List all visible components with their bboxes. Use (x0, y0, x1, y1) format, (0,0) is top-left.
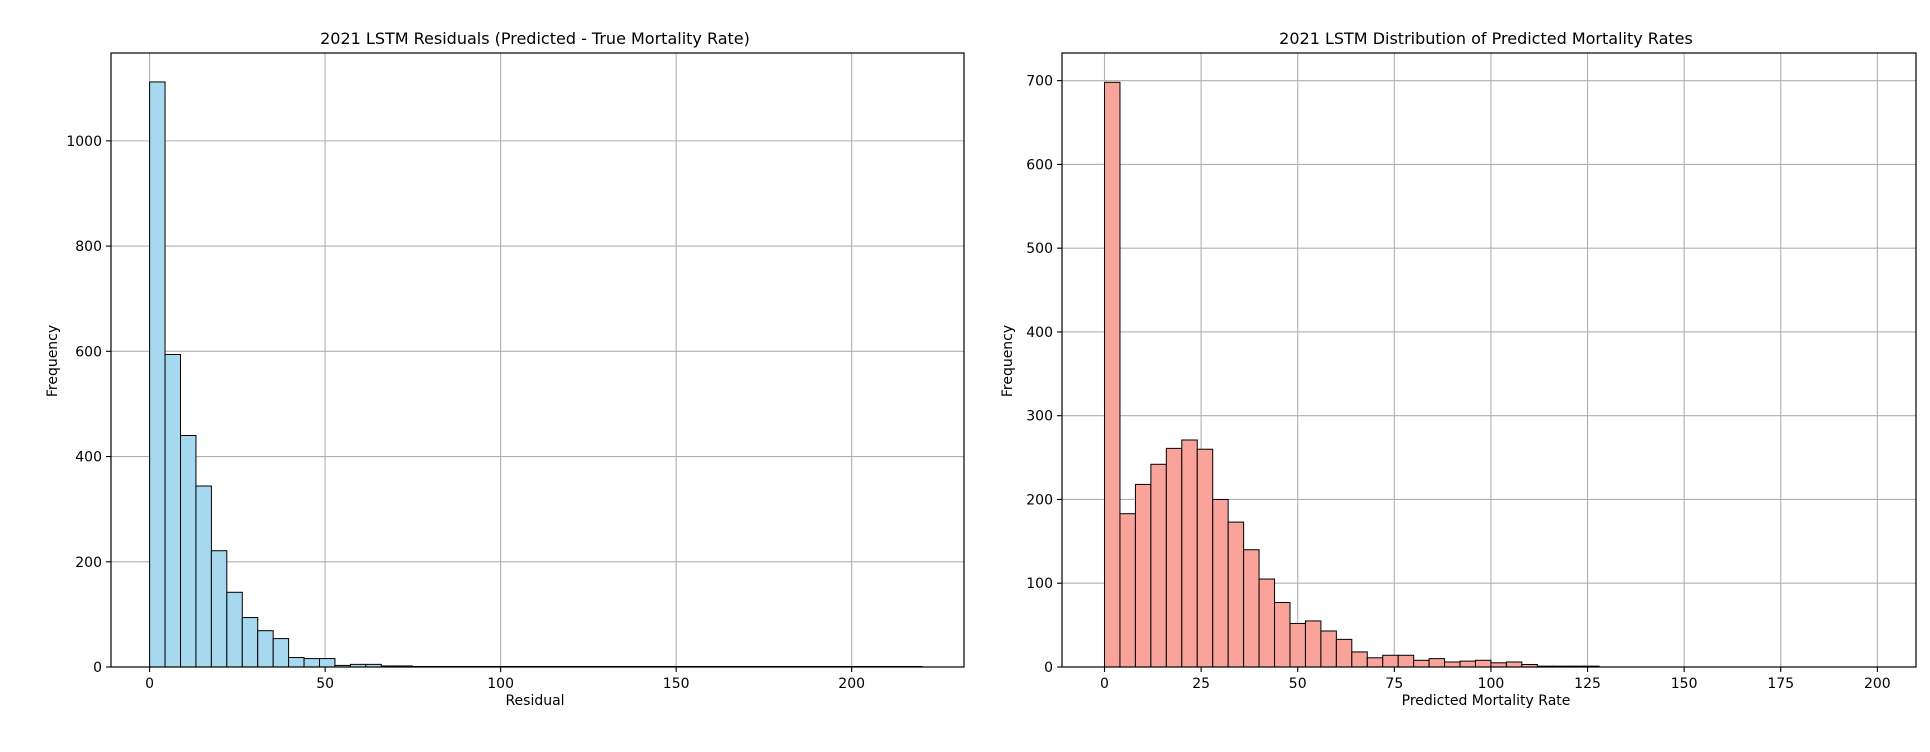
axes-frame (110, 52, 965, 668)
y-tick-label: 200 (75, 555, 102, 571)
x-tick-label: 50 (316, 676, 334, 692)
x-tick-label: 0 (1100, 676, 1109, 692)
grid (111, 53, 964, 668)
y-tick-label: 0 (93, 660, 102, 676)
histogram-bar (195, 485, 212, 668)
x-tick-label: 100 (487, 676, 514, 692)
x-tick-label: 150 (663, 676, 690, 692)
histogram-bar (149, 81, 166, 668)
histogram-bar (1258, 578, 1276, 668)
histogram-bar (1474, 659, 1492, 668)
histogram-bar (226, 591, 243, 668)
x-axis-label: Predicted Mortality Rate (1402, 693, 1571, 709)
histogram-bar (1335, 638, 1353, 668)
histogram-bar (1397, 654, 1415, 668)
histogram-bar (1382, 654, 1399, 668)
x-tick-label: 175 (1767, 676, 1794, 692)
x-tick-label: 100 (1478, 676, 1505, 692)
x-tick-label: 50 (1289, 676, 1307, 692)
histogram-bar (241, 617, 259, 668)
y-tick-label: 500 (1026, 241, 1053, 257)
histogram-bar (1227, 521, 1245, 668)
histogram-bar (1413, 659, 1430, 668)
y-tick-label: 800 (75, 239, 102, 255)
bars (1104, 81, 1600, 668)
histogram-bar (210, 550, 228, 668)
y-tick-label: 200 (1026, 492, 1053, 508)
histogram-bar (1459, 660, 1476, 668)
x-axis-label: Residual (505, 693, 564, 709)
ticks: 0 50 100 150 200 0 200 400 600 800 1000 (66, 134, 865, 692)
y-tick-label: 1000 (66, 134, 102, 150)
x-tick-label: 150 (1671, 676, 1698, 692)
x-tick-label: 75 (1385, 676, 1403, 692)
residuals-histogram: 2021 LSTM Residuals (Predicted - True Mo… (45, 29, 965, 709)
histogram-bar (303, 658, 321, 668)
predicted-mortality-histogram: 2021 LSTM Distribution of Predicted Mort… (1000, 29, 1917, 709)
histogram-bar (1150, 463, 1167, 668)
histogram-bar (319, 658, 336, 668)
histogram-bar (272, 638, 290, 668)
y-tick-label: 0 (1044, 660, 1053, 676)
histogram-bar (1165, 447, 1183, 668)
histogram-bar (1444, 661, 1461, 668)
histogram-bar (1428, 658, 1446, 668)
histogram-bar (1243, 549, 1260, 668)
bars (149, 81, 923, 668)
y-tick-label: 400 (75, 450, 102, 466)
y-tick-label: 700 (1026, 74, 1053, 90)
histogram-bar (1274, 602, 1291, 668)
histogram-bar (1304, 620, 1322, 668)
histogram-bar (1351, 651, 1368, 668)
x-tick-label: 200 (1864, 676, 1891, 692)
chart-title: 2021 LSTM Distribution of Predicted Mort… (1279, 29, 1693, 48)
histogram-bar (1320, 630, 1337, 668)
x-tick-label: 200 (838, 676, 865, 692)
x-tick-label: 0 (145, 676, 154, 692)
histogram-bar (1289, 622, 1306, 668)
y-tick-label: 300 (1026, 409, 1053, 425)
histogram-bar (1490, 662, 1507, 668)
y-axis-label: Frequency (1000, 325, 1016, 397)
histogram-bar (288, 657, 305, 668)
x-tick-label: 125 (1574, 676, 1601, 692)
histogram-bar (180, 435, 197, 668)
y-tick-label: 600 (75, 344, 102, 360)
histogram-bar (1104, 81, 1121, 668)
histogram-bar (1181, 439, 1198, 668)
histogram-bar (1134, 483, 1152, 668)
histogram-bar (1196, 448, 1214, 668)
ticks: 0 25 50 75 100 125 150 175 200 0 100 200 300 400 500 60… (1026, 74, 1890, 692)
histogram-bar (257, 630, 274, 668)
y-axis-label: Frequency (45, 325, 61, 397)
chart-title: 2021 LSTM Residuals (Predicted - True Mo… (320, 29, 750, 48)
histogram-bar (1366, 657, 1384, 668)
y-tick-label: 400 (1026, 325, 1053, 341)
histogram-bar (164, 353, 182, 668)
x-tick-label: 25 (1192, 676, 1210, 692)
histogram-bar (1119, 513, 1136, 668)
y-tick-label: 100 (1026, 576, 1053, 592)
y-tick-label: 600 (1026, 157, 1053, 173)
histogram-bar (1212, 498, 1229, 668)
axes-frame (1061, 52, 1917, 668)
histogram-bar (1505, 661, 1523, 668)
